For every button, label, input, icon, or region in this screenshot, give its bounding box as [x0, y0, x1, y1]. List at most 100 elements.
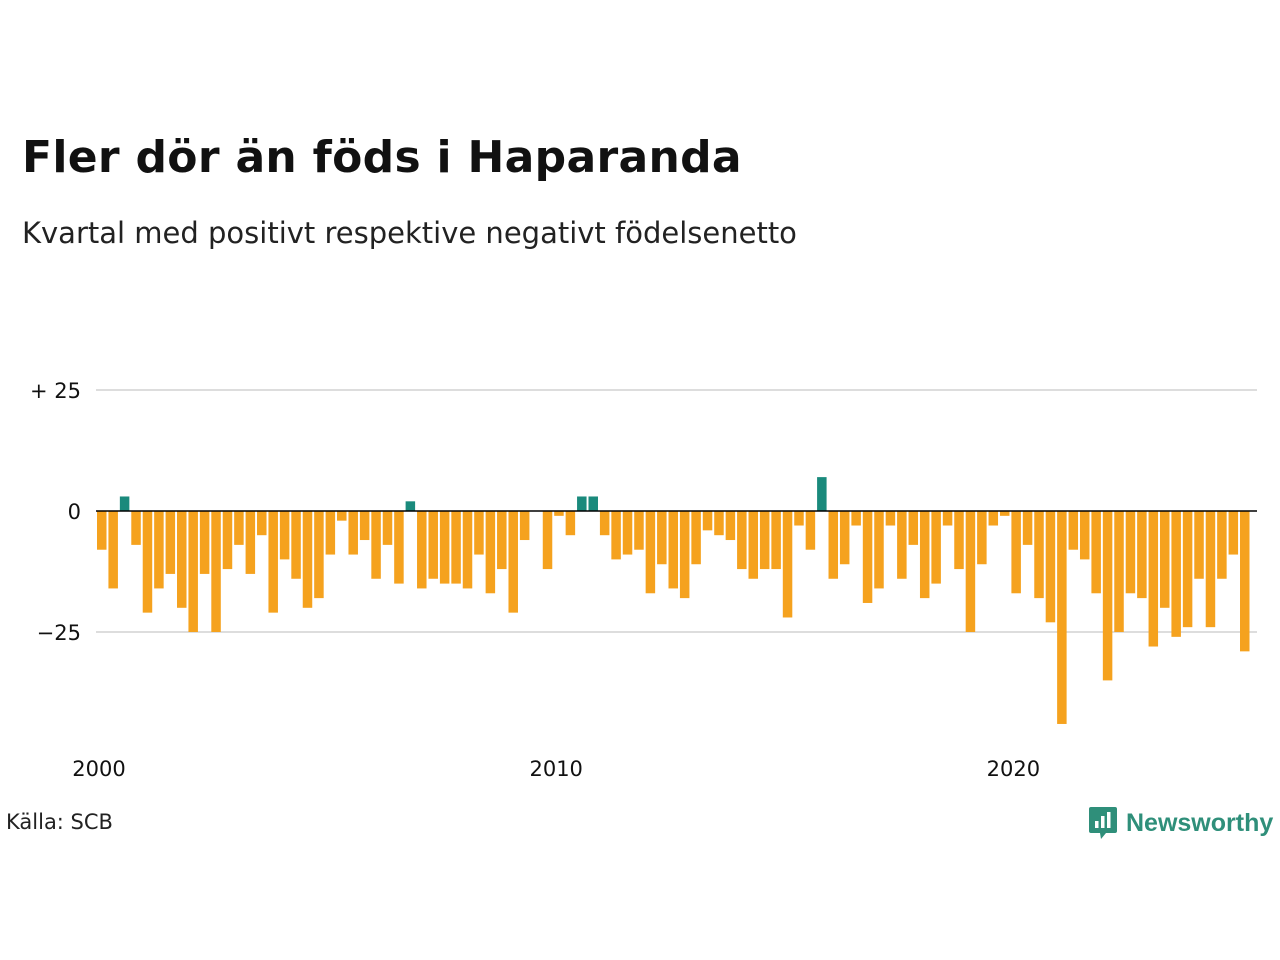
bar: [497, 511, 507, 570]
bar: [359, 511, 370, 541]
bar: [679, 511, 690, 599]
bar: [657, 511, 667, 565]
bar: [1079, 511, 1090, 560]
bar: [119, 496, 130, 511]
bar: [577, 496, 587, 511]
bar: [554, 511, 564, 516]
bar: [165, 511, 176, 574]
bar: [737, 511, 747, 570]
bar: [691, 511, 701, 565]
bar: [1102, 511, 1113, 681]
bar: [885, 511, 896, 526]
bar: [702, 511, 713, 531]
bar: [794, 511, 804, 526]
bar: [965, 511, 976, 632]
chart-title: Fler dör än föds i Haparanda: [22, 132, 742, 183]
chart-subtitle: Kvartal med positivt respektive negativt…: [22, 216, 797, 250]
bar: [1240, 511, 1250, 652]
x-tick-label: 2010: [529, 757, 582, 781]
bar: [874, 511, 884, 589]
bar: [245, 511, 256, 574]
bar: [1137, 511, 1147, 599]
bar: [382, 511, 393, 545]
bar: [748, 511, 759, 579]
bar: [771, 511, 781, 570]
bar: [817, 477, 827, 511]
bar: [942, 511, 953, 526]
bar: [954, 511, 964, 570]
bar: [931, 511, 941, 584]
y-tick-label: + 25: [30, 379, 81, 403]
bar: [1011, 511, 1021, 594]
x-tick-label: 2000: [72, 757, 125, 781]
bar: [154, 511, 164, 589]
bar: [1114, 511, 1124, 632]
bar: [862, 511, 873, 603]
bar: [1217, 511, 1227, 579]
bar: [645, 511, 656, 594]
bar: [599, 511, 610, 536]
bar: [1045, 511, 1056, 623]
bar: [451, 511, 461, 584]
bar: [828, 511, 839, 579]
bar: [485, 511, 496, 594]
bar: [108, 511, 118, 589]
bar: [314, 511, 324, 599]
bar: [1228, 511, 1239, 555]
bar: [1194, 511, 1204, 579]
bar: [1171, 511, 1181, 637]
bar: [588, 496, 598, 511]
brand-name: Newsworthy: [1126, 808, 1274, 837]
bar: [1182, 511, 1193, 628]
bar: [1022, 511, 1033, 545]
bar: [97, 511, 107, 550]
bar: [919, 511, 930, 599]
bar: [394, 511, 404, 584]
y-tick-label: 0: [68, 500, 81, 524]
bar: [714, 511, 724, 536]
bar: [211, 511, 221, 632]
bar: [851, 511, 861, 526]
brand-logo: Newsworthy: [1088, 804, 1273, 842]
bar: [142, 511, 153, 613]
bar: [439, 511, 450, 584]
bar: [199, 511, 210, 574]
bar: [337, 511, 347, 521]
bar: [519, 511, 530, 541]
bar: [279, 511, 290, 560]
bar: [1159, 511, 1170, 608]
bar: [371, 511, 381, 579]
bar: [1068, 511, 1079, 550]
bar: [325, 511, 336, 555]
bar: [611, 511, 621, 560]
bar: [668, 511, 678, 589]
bar: [634, 511, 644, 550]
source-note: Källa: SCB: [6, 810, 113, 834]
x-tick-label: 2020: [987, 757, 1040, 781]
bar: [417, 511, 427, 589]
bar: [302, 511, 313, 608]
bar: [177, 511, 187, 608]
bar: [1034, 511, 1044, 599]
bar: [1205, 511, 1216, 628]
bar: [782, 511, 793, 618]
bar: [291, 511, 301, 579]
bar: [1125, 511, 1136, 594]
bar: [622, 511, 633, 555]
bar: [988, 511, 999, 526]
bar: [999, 511, 1010, 516]
bar: [268, 511, 278, 613]
bar: [462, 511, 473, 589]
bar: [428, 511, 438, 579]
bar: [725, 511, 736, 541]
bar: [759, 511, 770, 570]
bar: [1148, 511, 1159, 647]
bar: [908, 511, 919, 545]
bar: [508, 511, 518, 613]
bar-series: [97, 477, 1250, 724]
newsworthy-logo-icon: [1089, 807, 1117, 839]
axes: + 25 0 −25 2000 2010 2020: [30, 379, 1257, 781]
bar: [565, 511, 576, 536]
bar: [839, 511, 850, 565]
bar: [222, 511, 233, 570]
